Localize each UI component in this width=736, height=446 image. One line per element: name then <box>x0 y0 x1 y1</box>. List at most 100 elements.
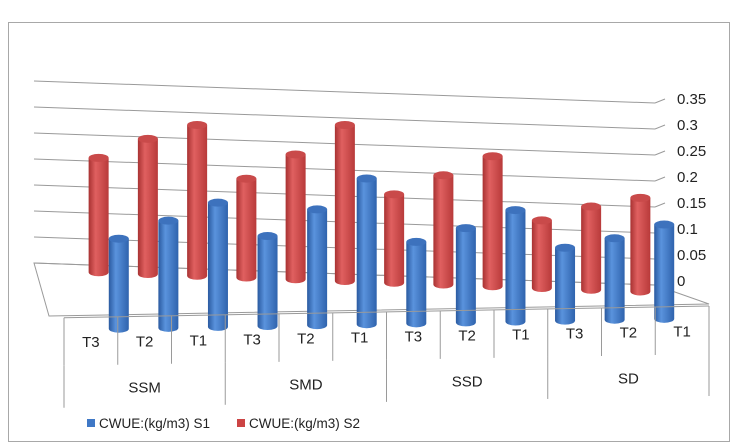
bar-s1-t1-cap <box>207 198 228 207</box>
bar-s1-t2-body <box>455 228 476 327</box>
y-axis-ticks: 0 0.05 0.1 0.15 0.2 0.25 0.3 0.35 <box>677 91 706 290</box>
bar-s2-t1-body <box>334 125 355 286</box>
chart-frame: 0 0.05 0.1 0.15 0.2 0.25 0.3 0.35 T3 T2 T1 T3 T2 T1 T… <box>8 22 730 442</box>
y-tick-label: 0.1 <box>677 221 698 238</box>
x-category-label: T1 <box>673 323 691 340</box>
legend-label: CWUE:(kg/m3) S1 <box>99 416 210 431</box>
bar-s2-t2 <box>433 171 454 289</box>
y-tick-label: 0.15 <box>677 195 706 212</box>
bar-s2-t3-body <box>384 194 405 287</box>
bar-s1-t1-body <box>207 202 228 331</box>
bar-s1-t1-cap <box>654 220 675 229</box>
x-group-label: SSM <box>128 379 161 396</box>
x-group-label: SMD <box>289 376 323 393</box>
bar-s2-t1-body <box>482 156 503 291</box>
bar-s1-t2 <box>604 234 625 324</box>
x-group-label: SD <box>618 370 639 387</box>
x-category-label: T1 <box>351 329 369 346</box>
bar-s2-t3-body <box>531 220 552 292</box>
gridline-end <box>654 98 666 104</box>
bar-s2-t3 <box>384 190 405 287</box>
bar-s1-t2-cap <box>307 205 328 214</box>
gridline-end <box>654 202 666 208</box>
gridline <box>33 106 656 130</box>
bar-s1-t2-cap <box>455 224 476 233</box>
bar-s1-t2-cap <box>604 234 625 243</box>
gridline <box>33 80 656 104</box>
bar-s2-t3-cap <box>384 190 405 199</box>
legend-swatch <box>237 419 245 427</box>
bar-s1-t2-body <box>158 220 179 332</box>
x-category-label: T3 <box>405 328 423 345</box>
gridline-end <box>654 176 666 182</box>
bar-s1-t2 <box>158 216 179 332</box>
bar-s1-t3-body <box>257 236 278 331</box>
x-category-label: T3 <box>82 334 100 351</box>
bar-s2-t1 <box>482 152 503 291</box>
x-category-label: T2 <box>297 330 315 347</box>
bar-s2-t2-body <box>137 138 158 279</box>
bar-s1-t3 <box>406 237 427 328</box>
bar-s1-t3-body <box>406 241 427 328</box>
series-s1-bars <box>108 174 675 333</box>
bar-s1-t2 <box>307 205 328 330</box>
x-category-label: T2 <box>620 324 638 341</box>
bar-s1-t3 <box>555 243 576 325</box>
y-tick-label: 0.3 <box>677 117 698 134</box>
bar-s1-t1-body <box>356 178 377 329</box>
bar-s2-t1 <box>334 121 355 286</box>
bar-s1-t1 <box>207 198 228 331</box>
bar-s1-t3-cap <box>257 232 278 241</box>
bar-s1-t1 <box>356 174 377 329</box>
bar-s2-t3-cap <box>531 216 552 225</box>
bar-s1-t1-cap <box>356 174 377 183</box>
bar-s2-t1-cap <box>187 120 208 129</box>
bar-s1-t2-body <box>307 209 328 330</box>
bar-s2-t2-body <box>581 206 602 294</box>
x-axis-table: T3 T2 T1 T3 T2 T1 T3 T2 T1 T3 T2 T1 SSM SMD SSD SD <box>63 305 710 408</box>
x-category-label: T2 <box>458 327 476 344</box>
bar-s1-t3-body <box>555 247 576 325</box>
gridline-end <box>654 124 666 130</box>
bar-s1-t3-cap <box>555 243 576 252</box>
bar-s2-t3 <box>236 174 257 282</box>
y-tick-label: 0 <box>677 273 685 290</box>
bar-s1-t1-body <box>505 210 526 326</box>
bar-s2-t1 <box>187 120 208 280</box>
bar-s2-t2 <box>137 134 158 279</box>
bar-s1-t2-cap <box>158 216 179 225</box>
legend-label: CWUE:(kg/m3) S2 <box>249 416 360 431</box>
bar-s1-t3 <box>257 232 278 331</box>
bar-s2-t2 <box>581 202 602 294</box>
bar-chart-3d: 00.050.10.150.20.250.30.35 T3 T2 T1 T3 T2 T1 T… <box>33 80 710 431</box>
bar-s1-t3-body <box>108 238 129 333</box>
bar-s1-t1 <box>654 220 675 323</box>
x-category-label: T1 <box>512 326 530 343</box>
bar-s2-t2 <box>285 150 306 284</box>
bar-s2-t3-body <box>88 157 109 277</box>
bar-s1-t1-body <box>654 224 675 323</box>
bar-s2-t2-body <box>285 154 306 284</box>
bar-s2-t3 <box>88 153 109 277</box>
bar-s2-t1 <box>630 193 651 296</box>
bar-s2-t1-cap <box>630 193 651 202</box>
bar-s2-t3-cap <box>88 153 109 162</box>
legend: CWUE:(kg/m3) S1 CWUE:(kg/m3) S2 <box>87 416 360 431</box>
y-tick-label: 0.05 <box>677 247 706 264</box>
bar-s2-t3-body <box>236 178 257 282</box>
series-s2-bars <box>88 120 651 296</box>
bar-s1-t2 <box>455 224 476 327</box>
bar-s2-t1-cap <box>334 121 355 130</box>
bar-s1-t3-cap <box>108 234 129 243</box>
bar-s2-t1-cap <box>482 152 503 161</box>
bar-s1-t1-cap <box>505 206 526 215</box>
y-tick-label: 0.2 <box>677 169 698 186</box>
bar-s2-t2-cap <box>433 171 454 180</box>
gridline-end <box>654 150 666 156</box>
bar-s1-t3 <box>108 234 129 333</box>
bar-s2-t1-body <box>187 124 208 280</box>
bar-s1-t3-cap <box>406 237 427 246</box>
bar-s2-t1-body <box>630 197 651 296</box>
bar-s2-t2-cap <box>285 150 306 159</box>
y-tick-label: 0.25 <box>677 143 706 160</box>
